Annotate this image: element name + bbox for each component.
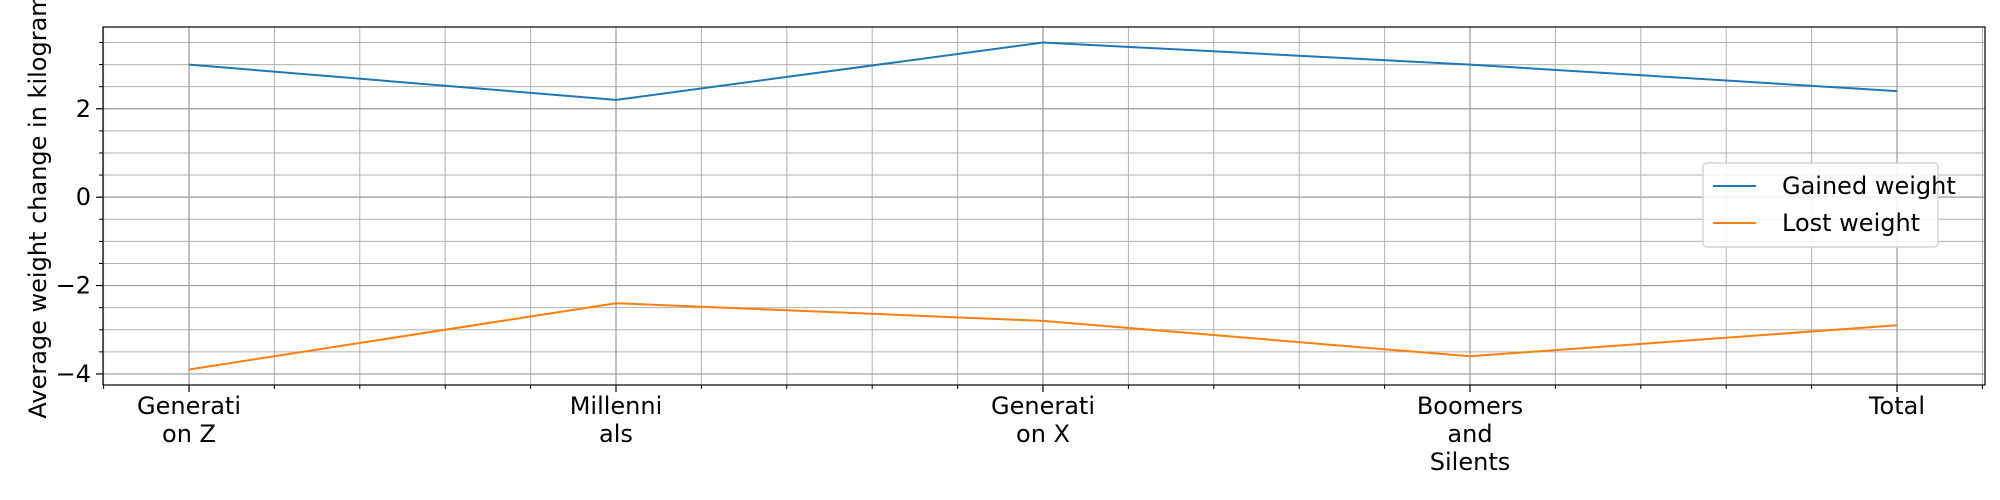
legend-label-lost-weight: Lost weight — [1782, 209, 1920, 237]
x-tick-label: Boomers and Silents — [1417, 392, 1523, 476]
y-tick-label: −4 — [56, 360, 91, 388]
legend-label-gained-weight: Gained weight — [1782, 172, 1956, 200]
major-gridlines — [103, 27, 1985, 385]
legend: Gained weight Lost weight — [1702, 162, 1956, 248]
legend-box — [1702, 162, 1939, 248]
series-line-gained-weight — [188, 41, 1898, 101]
x-tick-label: Generati on X — [991, 392, 1095, 448]
minor-gridlines — [103, 27, 1985, 385]
series-lines — [188, 41, 1898, 371]
y-axis-label: Average weight change in kilogram — [24, 0, 52, 419]
y-tick-label: −2 — [56, 272, 91, 300]
plot-frame — [102, 26, 1986, 386]
x-tick-label: Generati on Z — [137, 392, 241, 448]
x-axis-ticks: Generati on Z Millenni als Generati on X Boome… — [103, 385, 1983, 476]
x-tick-label: Total — [1868, 392, 1925, 420]
y-tick-label: 0 — [76, 183, 91, 211]
series-line-lost-weight — [188, 302, 1898, 371]
y-tick-label: 2 — [76, 95, 91, 123]
y-axis-ticks: −4 −2 0 2 — [56, 41, 103, 388]
x-tick-label: Millenni als — [570, 392, 663, 448]
